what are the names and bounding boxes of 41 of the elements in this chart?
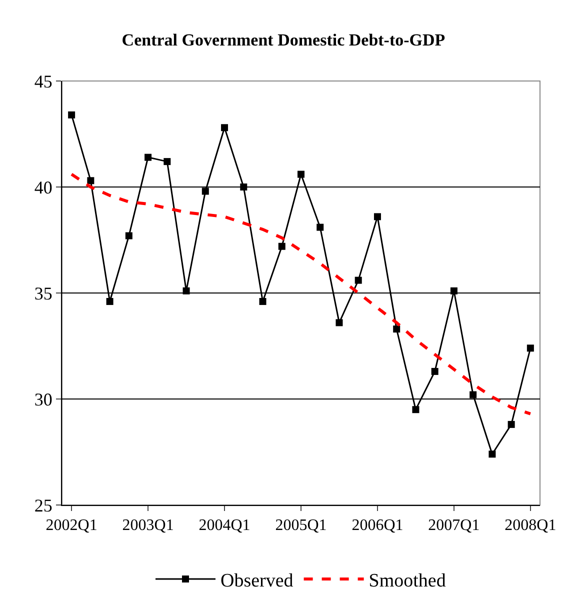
point xyxy=(431,368,438,375)
point xyxy=(488,450,496,458)
y-tick-label: 30 xyxy=(34,389,52,410)
point xyxy=(144,154,152,161)
y-tick-label: 45 xyxy=(34,71,52,92)
point xyxy=(87,177,94,184)
x-tick-label: 2002Q1 xyxy=(46,517,98,534)
y-tick-label: 35 xyxy=(34,283,52,304)
legend-label: Observed xyxy=(220,570,294,592)
point xyxy=(354,276,362,284)
point xyxy=(259,298,266,305)
point xyxy=(450,287,458,294)
x-tick-label: 2006Q1 xyxy=(352,517,404,534)
chart-title: Central Government Domestic Debt-to-GDP xyxy=(122,30,446,50)
point xyxy=(202,188,209,195)
point xyxy=(278,242,286,250)
point xyxy=(125,232,132,240)
x-tick-label: 2008Q1 xyxy=(504,517,556,534)
line-series xyxy=(70,172,532,416)
x-tick-label: 2004Q1 xyxy=(198,517,250,534)
point xyxy=(298,170,304,178)
point xyxy=(182,287,190,294)
point xyxy=(164,158,171,166)
point xyxy=(526,344,534,352)
point xyxy=(412,406,420,414)
x-tick-label: 2005Q1 xyxy=(275,517,327,534)
point xyxy=(68,111,76,118)
point xyxy=(374,213,381,220)
point xyxy=(221,124,228,132)
point xyxy=(240,184,248,190)
point xyxy=(470,391,477,398)
point xyxy=(106,298,114,305)
x-tick-label: 2003Q1 xyxy=(122,517,174,534)
x-tick-label: 2007Q1 xyxy=(428,517,480,534)
point xyxy=(316,224,324,231)
point xyxy=(393,326,400,333)
point xyxy=(508,420,515,428)
legend-label: Smoothed xyxy=(368,570,446,592)
y-tick-label: 25 xyxy=(34,495,52,516)
point xyxy=(336,319,343,326)
y-tick-label: 40 xyxy=(34,177,52,198)
